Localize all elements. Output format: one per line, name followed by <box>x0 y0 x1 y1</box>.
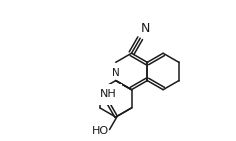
Text: N: N <box>112 68 120 78</box>
Text: HO: HO <box>92 126 109 136</box>
Text: NH: NH <box>100 89 117 99</box>
Text: N: N <box>141 22 151 35</box>
